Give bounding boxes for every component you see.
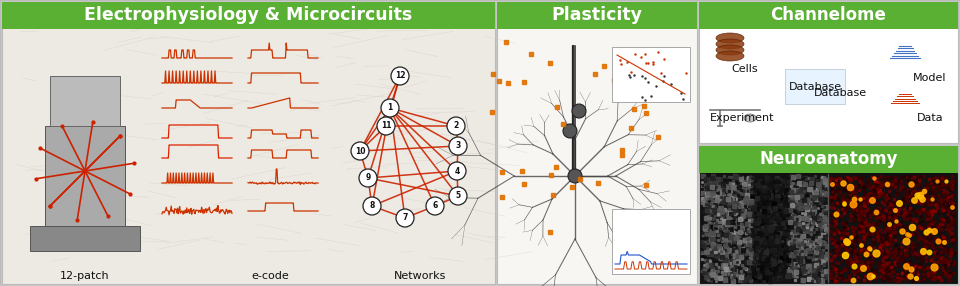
Text: 11: 11 xyxy=(381,122,392,130)
Bar xyxy=(699,2,958,143)
Bar xyxy=(497,2,697,284)
Text: 4: 4 xyxy=(454,166,460,176)
Text: 8: 8 xyxy=(370,202,374,210)
Bar xyxy=(50,76,120,126)
Text: 2: 2 xyxy=(453,122,459,130)
Bar xyxy=(699,2,958,29)
Text: Experiment: Experiment xyxy=(709,113,775,123)
Text: 3: 3 xyxy=(455,142,461,150)
Ellipse shape xyxy=(744,114,756,122)
Bar xyxy=(45,126,125,226)
Bar xyxy=(612,47,690,102)
Text: 9: 9 xyxy=(366,174,371,182)
Bar xyxy=(2,2,495,29)
Text: Data: Data xyxy=(917,113,944,123)
Ellipse shape xyxy=(716,33,744,43)
Circle shape xyxy=(426,197,444,215)
Text: Model: Model xyxy=(913,73,947,83)
Circle shape xyxy=(568,169,582,183)
Bar xyxy=(699,146,958,173)
Circle shape xyxy=(396,209,414,227)
Text: 6: 6 xyxy=(432,202,438,210)
Circle shape xyxy=(449,187,467,205)
Ellipse shape xyxy=(716,39,744,49)
Ellipse shape xyxy=(716,51,744,61)
Circle shape xyxy=(572,104,586,118)
Circle shape xyxy=(377,117,395,135)
Text: Cells: Cells xyxy=(732,64,758,74)
Circle shape xyxy=(447,117,465,135)
Text: 12: 12 xyxy=(395,72,405,80)
Bar xyxy=(2,2,495,284)
Text: Neuroanatomy: Neuroanatomy xyxy=(759,150,898,168)
Circle shape xyxy=(363,197,381,215)
Circle shape xyxy=(449,137,467,155)
Circle shape xyxy=(381,99,399,117)
Text: 7: 7 xyxy=(402,214,408,223)
Text: Database: Database xyxy=(813,88,867,98)
Text: Plasticity: Plasticity xyxy=(551,7,642,25)
Text: Networks: Networks xyxy=(394,271,446,281)
Bar xyxy=(497,2,697,29)
Text: Electrophysiology & Microcircuits: Electrophysiology & Microcircuits xyxy=(84,7,413,25)
Circle shape xyxy=(359,169,377,187)
Circle shape xyxy=(563,124,577,138)
Text: 5: 5 xyxy=(455,192,461,200)
Circle shape xyxy=(351,142,369,160)
Text: 10: 10 xyxy=(355,146,365,156)
Text: Channelome: Channelome xyxy=(771,7,886,25)
Text: 1: 1 xyxy=(388,104,393,112)
Ellipse shape xyxy=(716,45,744,55)
Circle shape xyxy=(391,67,409,85)
Bar xyxy=(785,69,845,104)
Circle shape xyxy=(448,162,466,180)
Text: e-code: e-code xyxy=(252,271,289,281)
Text: 12-patch: 12-patch xyxy=(60,271,109,281)
Bar xyxy=(30,226,140,251)
Bar xyxy=(699,146,958,284)
Text: Database: Database xyxy=(788,82,842,92)
Bar xyxy=(612,209,690,274)
